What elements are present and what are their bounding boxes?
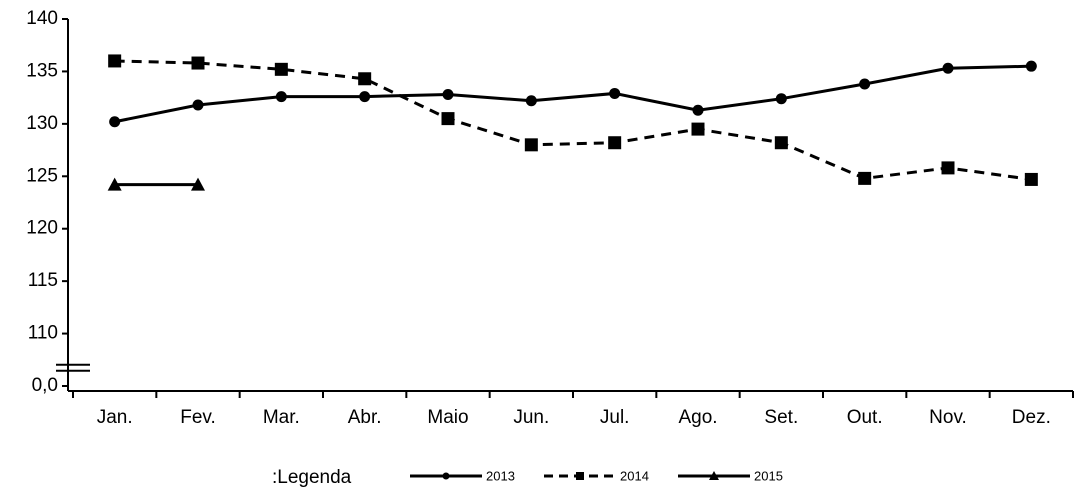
data-point bbox=[359, 91, 371, 103]
y-tick-label: 110 bbox=[28, 323, 58, 344]
data-point bbox=[774, 136, 788, 150]
data-point bbox=[609, 87, 621, 99]
legend-label: 2014 bbox=[620, 468, 649, 483]
data-point bbox=[274, 62, 288, 76]
data-point bbox=[441, 112, 455, 126]
x-tick-label: Maio bbox=[427, 407, 468, 428]
x-tick-label: Fev. bbox=[180, 407, 216, 428]
data-point bbox=[942, 62, 954, 74]
data-point bbox=[275, 91, 287, 103]
legend-marker bbox=[709, 471, 719, 480]
data-point bbox=[191, 177, 205, 191]
data-point bbox=[775, 93, 787, 105]
data-point bbox=[107, 177, 122, 191]
data-point bbox=[525, 95, 537, 107]
legend-marker bbox=[576, 472, 584, 480]
data-point bbox=[442, 88, 454, 100]
y-tick-label: 0,0 bbox=[32, 375, 58, 396]
x-tick-label: Nov. bbox=[929, 407, 967, 428]
y-tick-label: 115 bbox=[28, 270, 58, 291]
data-point bbox=[524, 138, 538, 152]
data-point bbox=[109, 116, 121, 128]
x-tick-label: Dez. bbox=[1012, 407, 1051, 428]
x-tick-label: Jul. bbox=[600, 407, 630, 428]
x-tick-label: Out. bbox=[847, 407, 883, 428]
y-tick-label: 135 bbox=[26, 60, 58, 81]
data-point bbox=[608, 136, 622, 150]
data-point bbox=[1025, 60, 1037, 72]
legend-marker bbox=[442, 472, 450, 480]
data-point bbox=[358, 72, 372, 86]
y-tick-label: 120 bbox=[26, 218, 58, 239]
x-tick-label: Set. bbox=[764, 407, 798, 428]
data-point bbox=[1024, 172, 1038, 186]
data-point bbox=[692, 104, 704, 116]
data-point bbox=[192, 99, 204, 111]
x-tick-label: Mar. bbox=[263, 407, 300, 428]
x-tick-label: Ago. bbox=[678, 407, 717, 428]
x-tick-label: Jun. bbox=[513, 407, 549, 428]
y-tick-label: 140 bbox=[26, 8, 58, 29]
data-point bbox=[859, 78, 871, 90]
series-line bbox=[114, 64, 1032, 124]
data-point bbox=[191, 56, 205, 70]
series-line bbox=[114, 59, 1032, 181]
data-point bbox=[941, 161, 955, 175]
data-point bbox=[858, 171, 872, 185]
y-tick-label: 125 bbox=[26, 165, 58, 186]
data-point bbox=[108, 54, 122, 68]
x-tick-label: Jan. bbox=[97, 407, 133, 428]
data-point bbox=[691, 122, 705, 136]
legend-title: :Legenda bbox=[272, 467, 352, 488]
legend-label: 2015 bbox=[754, 468, 783, 483]
x-tick-label: Abr. bbox=[348, 407, 382, 428]
legend-label: 2013 bbox=[486, 468, 515, 483]
y-tick-label: 130 bbox=[26, 113, 58, 134]
